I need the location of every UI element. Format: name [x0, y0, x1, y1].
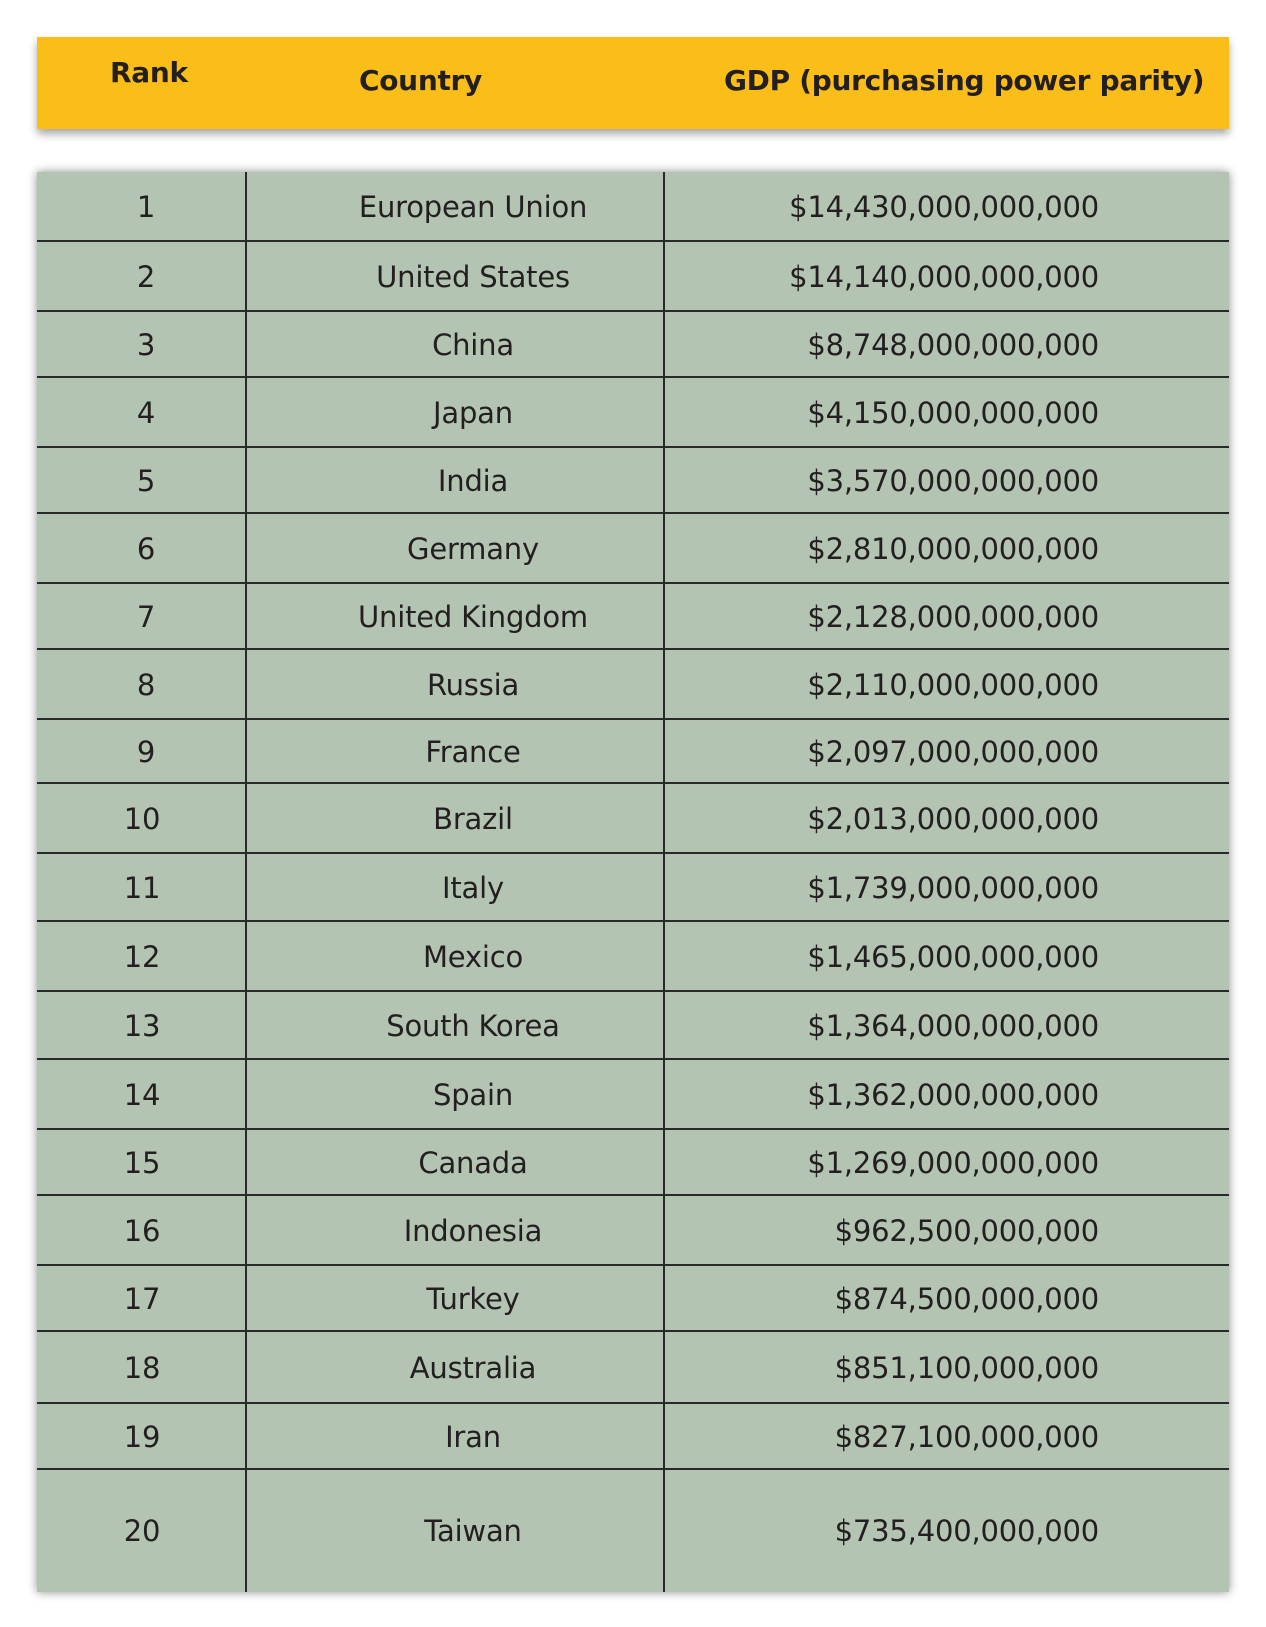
table-row: 6 Germany $2,810,000,000,000: [37, 514, 1229, 584]
rank-cell: 15: [123, 1146, 161, 1180]
gdp-cell: $3,570,000,000,000: [807, 464, 1099, 498]
gdp-cell: $4,150,000,000,000: [807, 396, 1099, 430]
rank-cell: 8: [136, 668, 156, 702]
table-row: 4 Japan $4,150,000,000,000: [37, 378, 1229, 448]
table-row: 17 Turkey $874,500,000,000: [37, 1266, 1229, 1332]
country-cell: India: [437, 464, 509, 498]
table-row: 11 Italy $1,739,000,000,000: [37, 854, 1229, 922]
rank-cell: 4: [136, 396, 156, 430]
country-cell: Mexico: [422, 940, 524, 974]
column-divider: [245, 172, 247, 1592]
table-row: 12 Mexico $1,465,000,000,000: [37, 922, 1229, 992]
rank-cell: 13: [123, 1009, 161, 1043]
header-rank: Rank: [110, 56, 188, 89]
gdp-cell: $1,269,000,000,000: [807, 1146, 1099, 1180]
country-cell: Australia: [409, 1351, 537, 1385]
country-cell: Germany: [407, 532, 539, 566]
country-cell: Brazil: [433, 802, 513, 836]
gdp-cell: $1,364,000,000,000: [807, 1009, 1099, 1043]
country-cell: United Kingdom: [358, 600, 588, 634]
table-row: 8 Russia $2,110,000,000,000: [37, 650, 1229, 720]
rank-cell: 1: [136, 190, 156, 224]
gdp-cell: $735,400,000,000: [834, 1514, 1100, 1548]
gdp-cell: $2,110,000,000,000: [807, 668, 1099, 702]
table-row: 19 Iran $827,100,000,000: [37, 1404, 1229, 1470]
rank-cell: 17: [123, 1282, 161, 1316]
table-row: 15 Canada $1,269,000,000,000: [37, 1130, 1229, 1196]
rank-cell: 6: [136, 532, 156, 566]
gdp-cell: $14,140,000,000,000: [789, 260, 1099, 294]
country-cell: Russia: [426, 668, 520, 702]
gdp-cell: $8,748,000,000,000: [807, 328, 1099, 362]
country-cell: European Union: [358, 190, 588, 224]
table-row: 20 Taiwan $735,400,000,000: [37, 1470, 1229, 1592]
gdp-cell: $2,810,000,000,000: [807, 532, 1099, 566]
table-row: 10 Brazil $2,013,000,000,000: [37, 784, 1229, 854]
rank-cell: 9: [136, 735, 156, 769]
gdp-cell: $2,128,000,000,000: [807, 600, 1099, 634]
gdp-cell: $1,465,000,000,000: [807, 940, 1099, 974]
country-cell: South Korea: [386, 1009, 560, 1043]
table-body: 1 European Union $14,430,000,000,000 2 Unite…: [37, 172, 1229, 1592]
table-row: 5 India $3,570,000,000,000: [37, 448, 1229, 514]
table-row: 13 South Korea $1,364,000,000,000: [37, 992, 1229, 1060]
table-row: 7 United Kingdom $2,128,000,000,000: [37, 584, 1229, 650]
rank-cell: 12: [123, 940, 161, 974]
gdp-cell: $851,100,000,000: [834, 1351, 1100, 1385]
country-cell: China: [432, 328, 514, 362]
header-gdp: GDP (purchasing power parity): [724, 64, 1205, 97]
gdp-cell: $1,739,000,000,000: [807, 871, 1099, 905]
table-row: 1 European Union $14,430,000,000,000: [37, 172, 1229, 242]
table-row: 16 Indonesia $962,500,000,000: [37, 1196, 1229, 1266]
country-cell: Spain: [432, 1078, 514, 1112]
rank-cell: 10: [123, 802, 161, 836]
rank-cell: 20: [123, 1514, 161, 1548]
country-cell: Turkey: [426, 1282, 520, 1316]
table-row: 3 China $8,748,000,000,000: [37, 312, 1229, 378]
gdp-cell: $2,097,000,000,000: [807, 735, 1099, 769]
gdp-cell: $1,362,000,000,000: [807, 1078, 1099, 1112]
table-row: 2 United States $14,140,000,000,000: [37, 242, 1229, 312]
header-country: Country: [359, 64, 482, 97]
gdp-cell: $874,500,000,000: [834, 1282, 1100, 1316]
country-cell: Taiwan: [424, 1514, 522, 1548]
gdp-cell: $2,013,000,000,000: [807, 802, 1099, 836]
country-cell: France: [425, 735, 521, 769]
rank-cell: 7: [136, 600, 156, 634]
rank-cell: 14: [123, 1078, 161, 1112]
country-cell: Japan: [433, 396, 513, 430]
country-cell: United States: [376, 260, 570, 294]
country-cell: Canada: [418, 1146, 528, 1180]
rank-cell: 2: [136, 260, 156, 294]
gdp-cell: $14,430,000,000,000: [789, 190, 1099, 224]
rank-cell: 19: [123, 1420, 161, 1454]
table-row: 9 France $2,097,000,000,000: [37, 720, 1229, 784]
rank-cell: 18: [123, 1351, 161, 1385]
column-divider: [663, 172, 665, 1592]
rank-cell: 3: [136, 328, 156, 362]
country-cell: Iran: [445, 1420, 501, 1454]
gdp-cell: $827,100,000,000: [834, 1420, 1100, 1454]
country-cell: Indonesia: [403, 1214, 543, 1248]
table-row: 18 Australia $851,100,000,000: [37, 1332, 1229, 1404]
table-row: 14 Spain $1,362,000,000,000: [37, 1060, 1229, 1130]
country-cell: Italy: [442, 871, 504, 905]
table-header: Rank Country GDP (purchasing power parit…: [37, 37, 1229, 129]
rank-cell: 5: [136, 464, 156, 498]
gdp-cell: $962,500,000,000: [834, 1214, 1100, 1248]
rank-cell: 16: [123, 1214, 161, 1248]
rank-cell: 11: [123, 871, 161, 905]
